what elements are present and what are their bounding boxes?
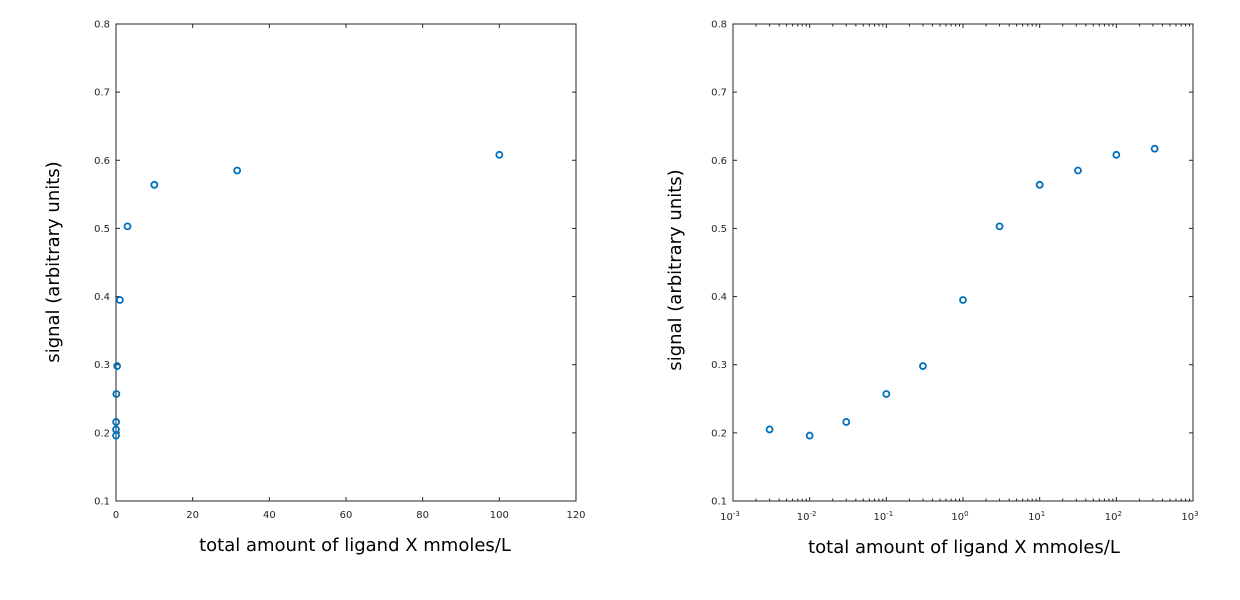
- left-data-point: [150, 180, 159, 189]
- left-axes-frame: [115, 23, 577, 502]
- left-x-tick-label: 0: [113, 510, 119, 521]
- right-y-tick-label: 0.8: [711, 20, 727, 31]
- right-x-tick-label: 10-1: [873, 510, 893, 523]
- left-data-point: [123, 222, 132, 231]
- right-x-tick-label: 102: [1105, 510, 1122, 523]
- left-data-point: [112, 390, 121, 398]
- left-y-axis-label: signal (arbitrary units): [43, 161, 64, 362]
- right-plot-log: total amount of ligand X mmoles/L signal…: [665, 20, 1199, 559]
- right-data-point: [805, 431, 814, 440]
- right-data-point: [1150, 144, 1159, 153]
- left-y-tick-label: 0.4: [94, 292, 110, 303]
- right-x-axis-label: total amount of ligand X mmoles/L: [808, 537, 1120, 558]
- right-x-tick-label: 100: [951, 510, 968, 523]
- left-y-tick-label: 0.1: [94, 497, 110, 508]
- right-data-point: [1035, 180, 1044, 189]
- left-x-axis-label: total amount of ligand X mmoles/L: [199, 535, 511, 556]
- left-x-tick-label: 120: [566, 510, 585, 521]
- left-plot-linear: total amount of ligand X mmoles/L signal…: [43, 20, 586, 557]
- left-y-tick-label: 0.6: [94, 156, 110, 167]
- left-x-tick-label: 20: [186, 510, 199, 521]
- right-y-tick-label: 0.7: [711, 88, 727, 99]
- right-data-point: [842, 418, 851, 426]
- right-y-tick-label: 0.5: [711, 224, 727, 235]
- right-data-point: [1112, 150, 1121, 159]
- right-data-point: [919, 362, 927, 370]
- left-x-tick-label: 40: [263, 510, 276, 521]
- right-y-axis-label: signal (arbitrary units): [665, 169, 686, 370]
- left-x-tick-label: 100: [490, 510, 509, 521]
- left-data-point: [112, 418, 121, 426]
- right-data-point: [765, 425, 774, 434]
- right-x-tick-label: 103: [1181, 510, 1198, 523]
- left-data-point: [233, 166, 242, 175]
- left-data-point: [115, 296, 124, 304]
- left-y-tick-label: 0.2: [94, 428, 110, 439]
- left-data-point: [112, 431, 120, 440]
- right-x-tick-label: 10-2: [797, 510, 817, 523]
- right-y-tick-label: 0.4: [711, 292, 727, 303]
- left-y-tick-label: 0.3: [94, 360, 110, 371]
- right-y-tick-label: 0.6: [711, 156, 727, 167]
- left-y-tick-label: 0.5: [94, 224, 110, 235]
- left-x-tick-label: 60: [340, 510, 353, 521]
- left-data-point: [495, 150, 504, 159]
- right-y-tick-label: 0.1: [711, 497, 727, 508]
- right-data-point: [882, 390, 891, 398]
- right-y-tick-label: 0.2: [711, 428, 727, 439]
- right-y-tick-label: 0.3: [711, 360, 727, 371]
- right-x-tick-label: 101: [1028, 510, 1045, 523]
- right-data-point: [1074, 166, 1082, 175]
- left-y-tick-label: 0.8: [94, 20, 110, 31]
- left-data-point: [113, 362, 122, 370]
- left-y-tick-label: 0.7: [94, 88, 110, 99]
- right-data-point: [959, 296, 967, 304]
- left-x-tick-label: 80: [416, 510, 429, 521]
- right-axes-frame: [732, 23, 1194, 502]
- right-x-tick-label: 10-3: [720, 510, 740, 523]
- right-data-point: [995, 222, 1004, 231]
